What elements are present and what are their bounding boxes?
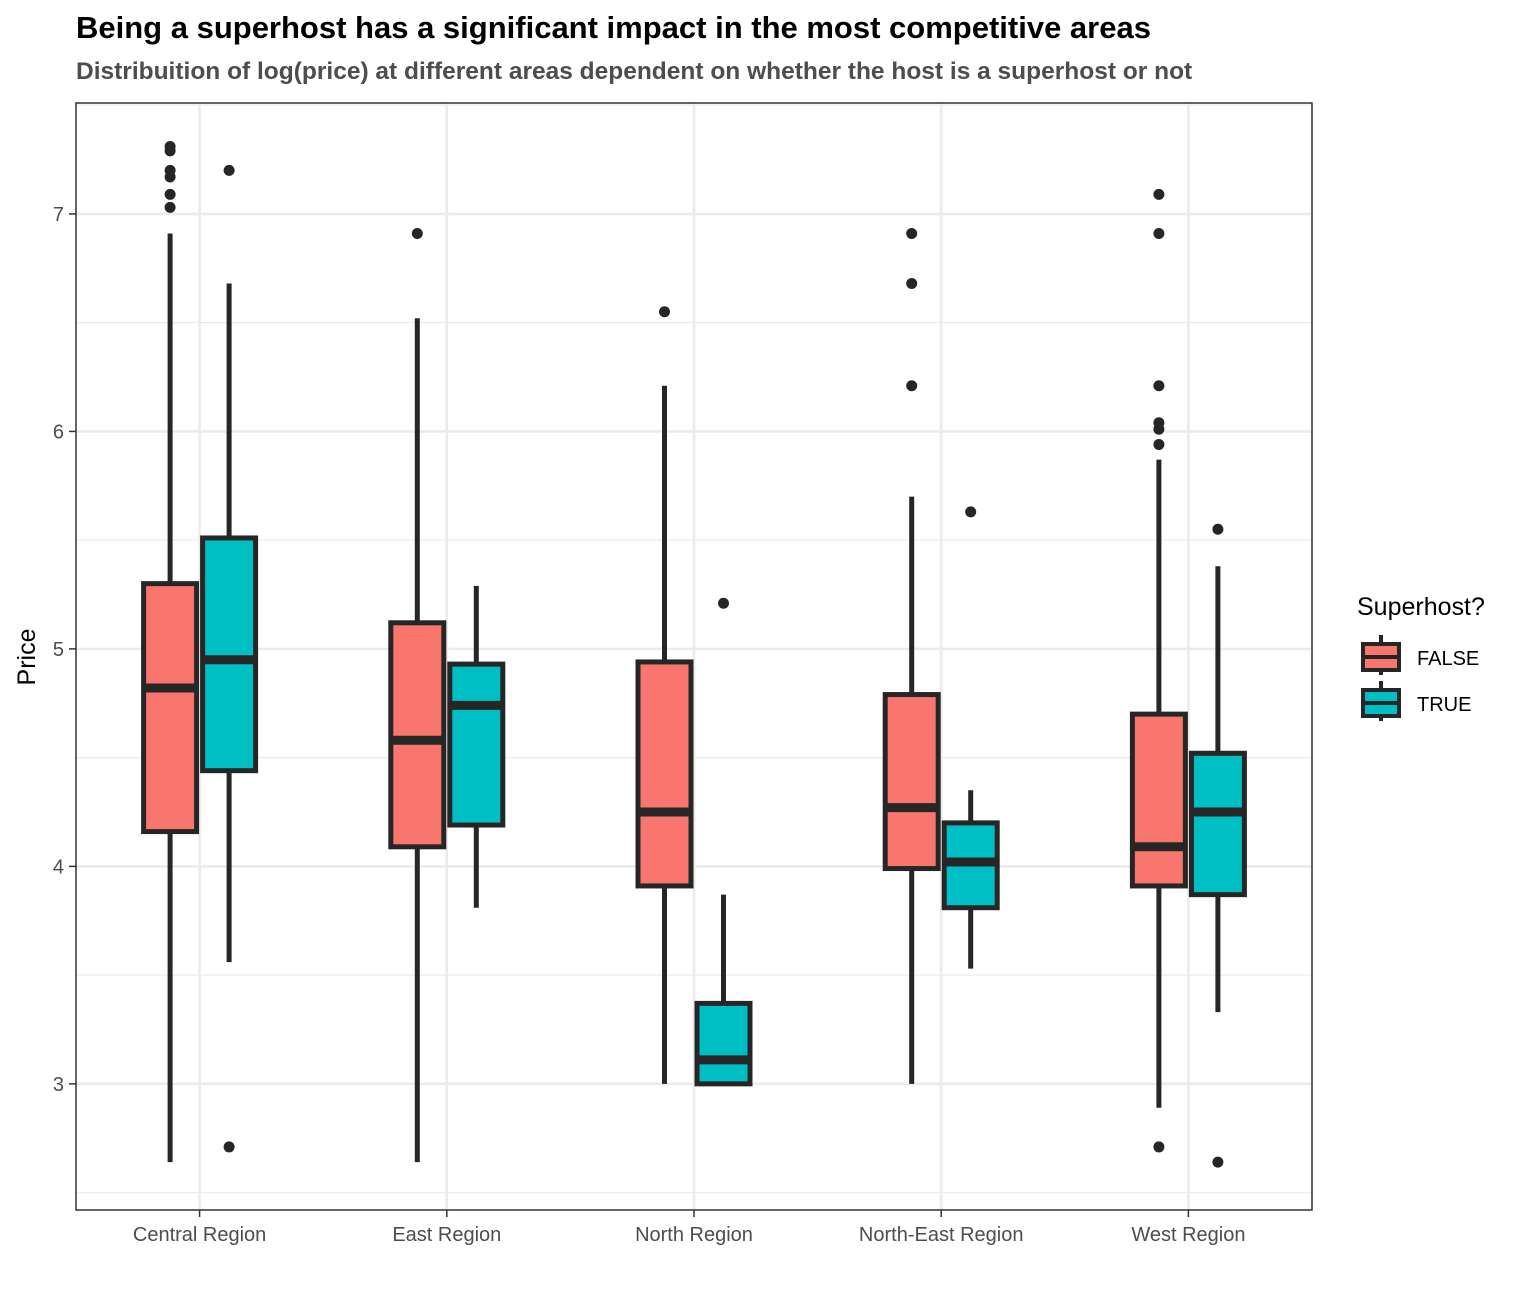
y-axis: 3 4 5 6 7 <box>53 204 76 1096</box>
box-body <box>694 1000 753 1087</box>
outlier-point <box>223 164 235 176</box>
legend-label: TRUE <box>1417 694 1471 716</box>
outlier-point <box>411 227 423 239</box>
box-false-central-region <box>141 140 200 1163</box>
outlier-point <box>1153 188 1165 200</box>
x-tick-label: East Region <box>392 1224 501 1246</box>
box-false-west-region <box>1129 188 1188 1153</box>
box-body <box>1129 711 1188 889</box>
outlier-point <box>164 140 176 152</box>
box-false-north-region <box>635 306 694 1084</box>
outlier-point <box>164 201 176 213</box>
box-body <box>388 620 447 850</box>
legend: Superhost? FALSE TRUE <box>1357 593 1485 721</box>
box-body <box>200 535 259 774</box>
x-axis: Central Region East Region North Region Nor… <box>133 1210 1245 1246</box>
outlier-point <box>223 1141 235 1153</box>
outlier-point <box>659 306 670 318</box>
box-true-north-region <box>694 597 753 1087</box>
outlier-point <box>1153 1141 1165 1153</box>
y-tick-label: 7 <box>53 204 64 226</box>
outlier-point <box>1153 438 1165 450</box>
box-layer <box>141 140 1247 1168</box>
box-false-north-east-region <box>882 227 941 1084</box>
x-tick-label: Central Region <box>133 1224 266 1246</box>
outlier-point <box>1153 380 1165 392</box>
x-tick-label: North-East Region <box>859 1224 1024 1246</box>
outlier-point <box>1153 417 1165 429</box>
box-false-east-region <box>388 227 447 1163</box>
outlier-point <box>164 164 176 176</box>
outlier-point <box>164 188 176 200</box>
box-body <box>1188 750 1247 898</box>
box-true-east-region <box>447 585 506 908</box>
chart-subtitle: Distribuition of log(price) at different… <box>76 58 1193 85</box>
legend-title: Superhost? <box>1357 593 1485 621</box>
outlier-point <box>906 278 918 290</box>
legend-item-true: TRUE <box>1361 681 1471 721</box>
box-body <box>882 692 941 872</box>
y-tick-label: 6 <box>53 421 64 443</box>
box-body <box>141 581 200 835</box>
box-body <box>635 659 694 889</box>
chart-title: Being a superhost has a significant impa… <box>76 10 1151 45</box>
legend-label: FALSE <box>1417 648 1479 670</box>
x-tick-label: West Region <box>1131 1224 1245 1246</box>
outlier-point <box>1212 1156 1224 1168</box>
box-body <box>447 661 506 828</box>
major-gridlines <box>76 103 1312 1210</box>
y-tick-label: 3 <box>53 1074 64 1096</box>
outlier-point <box>906 380 918 392</box>
box-true-central-region <box>200 164 259 1153</box>
outlier-point <box>906 227 918 239</box>
outlier-point <box>718 597 729 609</box>
outlier-point <box>1212 523 1224 535</box>
box-true-west-region <box>1188 523 1247 1168</box>
y-axis-title: Price <box>13 629 41 686</box>
y-tick-label: 4 <box>53 856 64 878</box>
y-tick-label: 5 <box>53 639 64 661</box>
box-true-north-east-region <box>941 506 1000 969</box>
legend-item-false: FALSE <box>1361 635 1479 675</box>
outlier-point <box>1153 227 1165 239</box>
outlier-point <box>965 506 977 518</box>
x-tick-label: North Region <box>635 1224 753 1246</box>
